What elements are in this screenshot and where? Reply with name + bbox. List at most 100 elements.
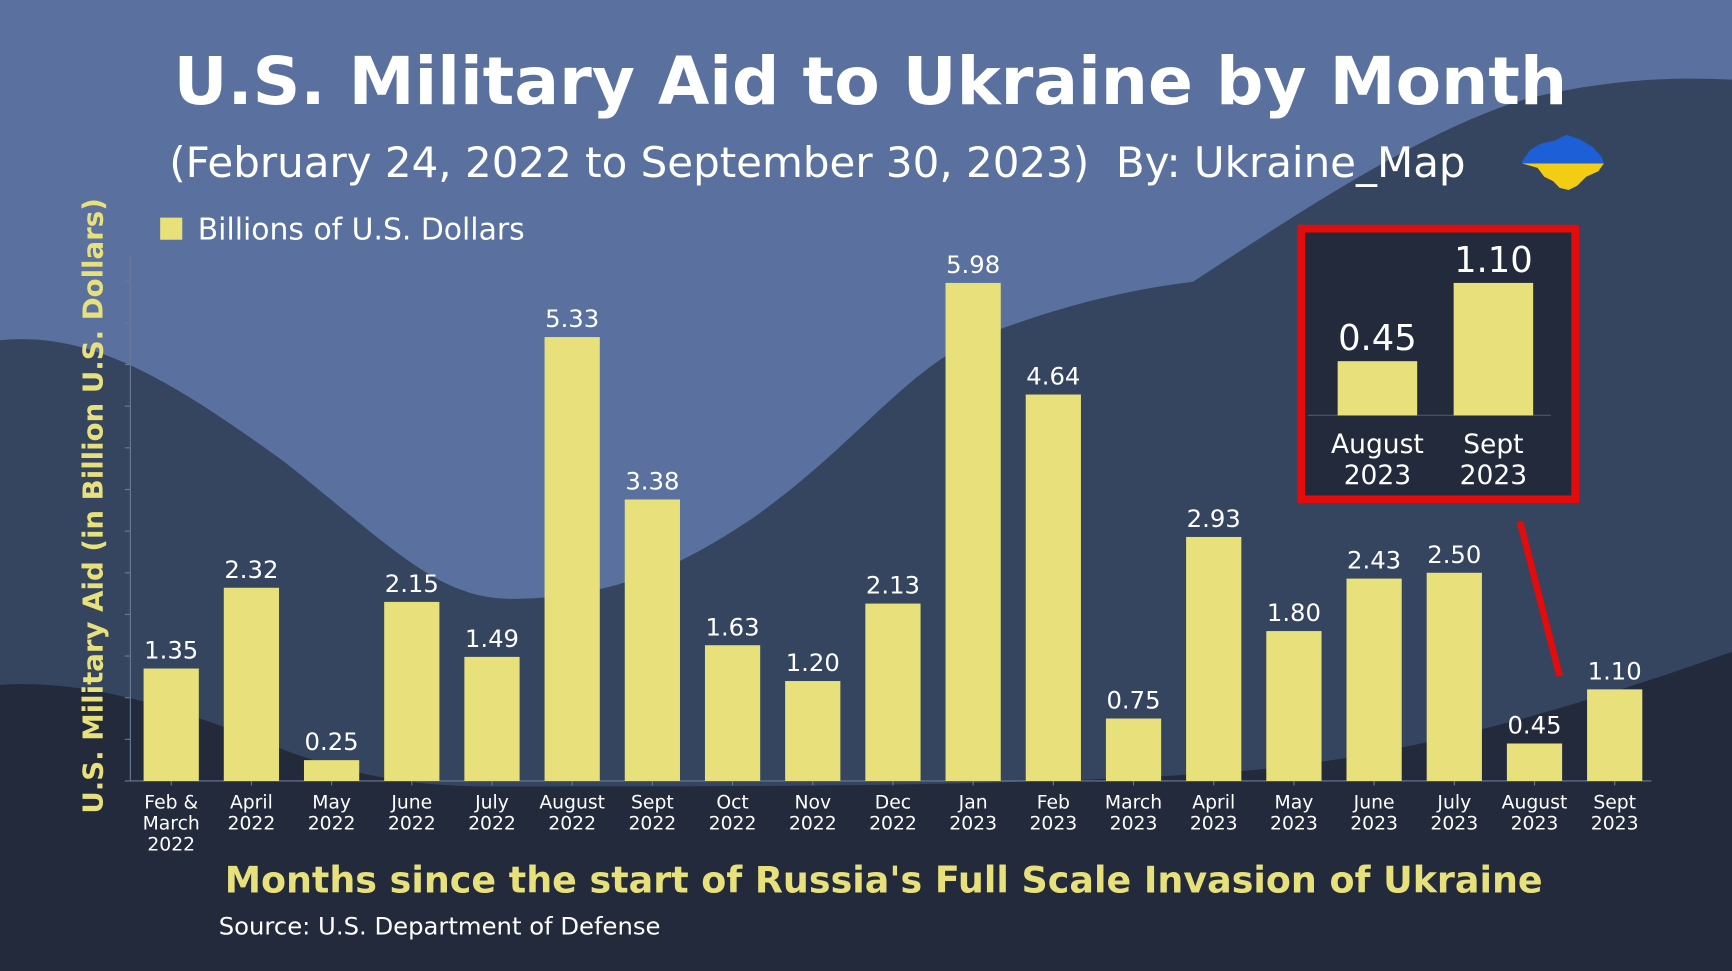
x-tick-label-line: 2022 (308, 814, 356, 835)
bar-value-label: 4.64 (1026, 362, 1080, 391)
bar-value-label: 0.45 (1507, 711, 1561, 740)
x-tick-label-line: 2023 (1591, 814, 1639, 835)
x-tick-label: Oct 2022 (709, 793, 757, 835)
source-note: Source: U.S. Department of Defense (219, 912, 661, 941)
inset-bar (1453, 282, 1534, 416)
x-axis-title: Months since the start of Russia's Full … (225, 859, 1543, 902)
x-tick-label: Sept 2022 (628, 793, 676, 835)
x-tick-label: March 2023 (1105, 793, 1162, 835)
bar-value-label: 5.98 (946, 250, 1000, 279)
x-tick-label: Feb & March 2022 (143, 793, 200, 856)
bar (1426, 572, 1482, 781)
inset-bar-value-label: 0.45 (1338, 318, 1417, 359)
x-tick-label: April 2023 (1190, 793, 1238, 835)
bar (1025, 394, 1081, 781)
bar-value-label: 2.93 (1187, 504, 1241, 533)
bar-value-label: 2.32 (224, 555, 278, 584)
x-tick-label-line: 2022 (388, 814, 436, 835)
x-tick-label-line: 2022 (789, 814, 837, 835)
x-tick-label-line: July (474, 793, 509, 814)
bar (1587, 689, 1643, 781)
bar (624, 499, 680, 781)
x-tick-label-line: 2023 (949, 814, 997, 835)
bar-value-label: 0.25 (305, 727, 359, 756)
x-tick-label-line: 2023 (1110, 814, 1158, 835)
x-tick-label: Jan 2023 (949, 793, 997, 835)
bar (1506, 743, 1563, 781)
legend-swatch (160, 217, 183, 240)
legend-label: Billions of U.S. Dollars (198, 213, 525, 248)
x-tick-label-line: May (1275, 793, 1314, 814)
x-tick-label-line: July (1436, 793, 1471, 814)
x-tick-label: June 2023 (1350, 793, 1398, 835)
inset-x-tick-label-line: August (1331, 429, 1424, 460)
x-tick-label-line: 2022 (147, 835, 195, 856)
bar (303, 760, 360, 781)
x-tick-label: August 2022 (539, 793, 605, 835)
x-tick-label-line: Jan (958, 793, 988, 814)
inset-x-tick-label-line: Sept (1463, 429, 1523, 460)
x-tick-label-line: 2023 (1270, 814, 1318, 835)
x-tick-label-line: 2023 (1190, 814, 1238, 835)
x-tick-label-line: August (539, 793, 605, 814)
bar (785, 681, 841, 781)
x-tick-label: July 2022 (468, 793, 516, 835)
bar-value-label: 1.63 (706, 612, 760, 641)
x-tick-label: Nov 2022 (789, 793, 837, 835)
x-tick-label-line: 2023 (1029, 814, 1077, 835)
bar (1105, 718, 1162, 781)
x-tick-label-line: 2022 (628, 814, 676, 835)
x-tick-label-line: Sept (631, 793, 674, 814)
x-tick-label: Feb 2023 (1029, 793, 1077, 835)
x-tick-label: Sept 2023 (1591, 793, 1639, 835)
bar-value-label: 2.13 (866, 571, 920, 600)
x-tick-label-line: June (390, 793, 432, 814)
x-tick-label-line: 2022 (709, 814, 757, 835)
bar (865, 603, 921, 781)
bar (945, 282, 1001, 781)
inset-x-tick-label-line: 2023 (1344, 460, 1411, 491)
x-tick-label-line: 2023 (1350, 814, 1398, 835)
x-tick-label: July 2023 (1430, 793, 1478, 835)
x-tick-label-line: April (1192, 793, 1235, 814)
x-tick-label-line: Dec (875, 793, 911, 814)
bar (384, 601, 440, 781)
bar (143, 668, 199, 781)
bar-value-label: 1.20 (786, 648, 840, 677)
inset-x-tick-label-line: 2023 (1460, 460, 1527, 491)
x-tick-label-line: Nov (794, 793, 831, 814)
inset-x-tick-label: August 2023 (1331, 429, 1424, 491)
bar-value-label: 2.43 (1347, 546, 1401, 575)
bar-value-label: 1.10 (1588, 656, 1642, 685)
x-tick-label-line: 2022 (228, 814, 276, 835)
x-tick-label-line: 2022 (869, 814, 917, 835)
bar-value-label: 5.33 (545, 304, 599, 333)
bar (1346, 578, 1402, 781)
ukraine-map-flag-icon (1522, 134, 1604, 191)
inset-bar (1337, 361, 1418, 416)
bar (544, 337, 600, 781)
x-tick-label: Dec 2022 (869, 793, 917, 835)
x-tick-label-line: 2022 (468, 814, 516, 835)
bar-value-label: 1.80 (1267, 598, 1321, 627)
x-tick-label-line: April (230, 793, 273, 814)
bar-value-label: 2.15 (385, 569, 439, 598)
bar-value-label: 0.75 (1106, 686, 1160, 715)
subtitle: (February 24, 2022 to September 30, 2023… (169, 138, 1465, 187)
x-tick-label-line: Feb (1037, 793, 1070, 814)
x-tick-label-line: May (312, 793, 351, 814)
bar (464, 656, 520, 781)
x-tick-label-line: March (143, 814, 200, 835)
x-tick-label: June 2022 (388, 793, 436, 835)
page-title: U.S. Military Aid to Ukraine by Month (174, 42, 1568, 120)
x-tick-label-line: June (1353, 793, 1395, 814)
inset-pointer-line (1516, 520, 1563, 677)
x-tick-label-line: Oct (716, 793, 748, 814)
x-tick-label: August 2023 (1502, 793, 1568, 835)
x-tick-label: May 2022 (308, 793, 356, 835)
bar-value-label: 1.49 (465, 624, 519, 653)
x-tick-label-line: Feb & (144, 793, 198, 814)
